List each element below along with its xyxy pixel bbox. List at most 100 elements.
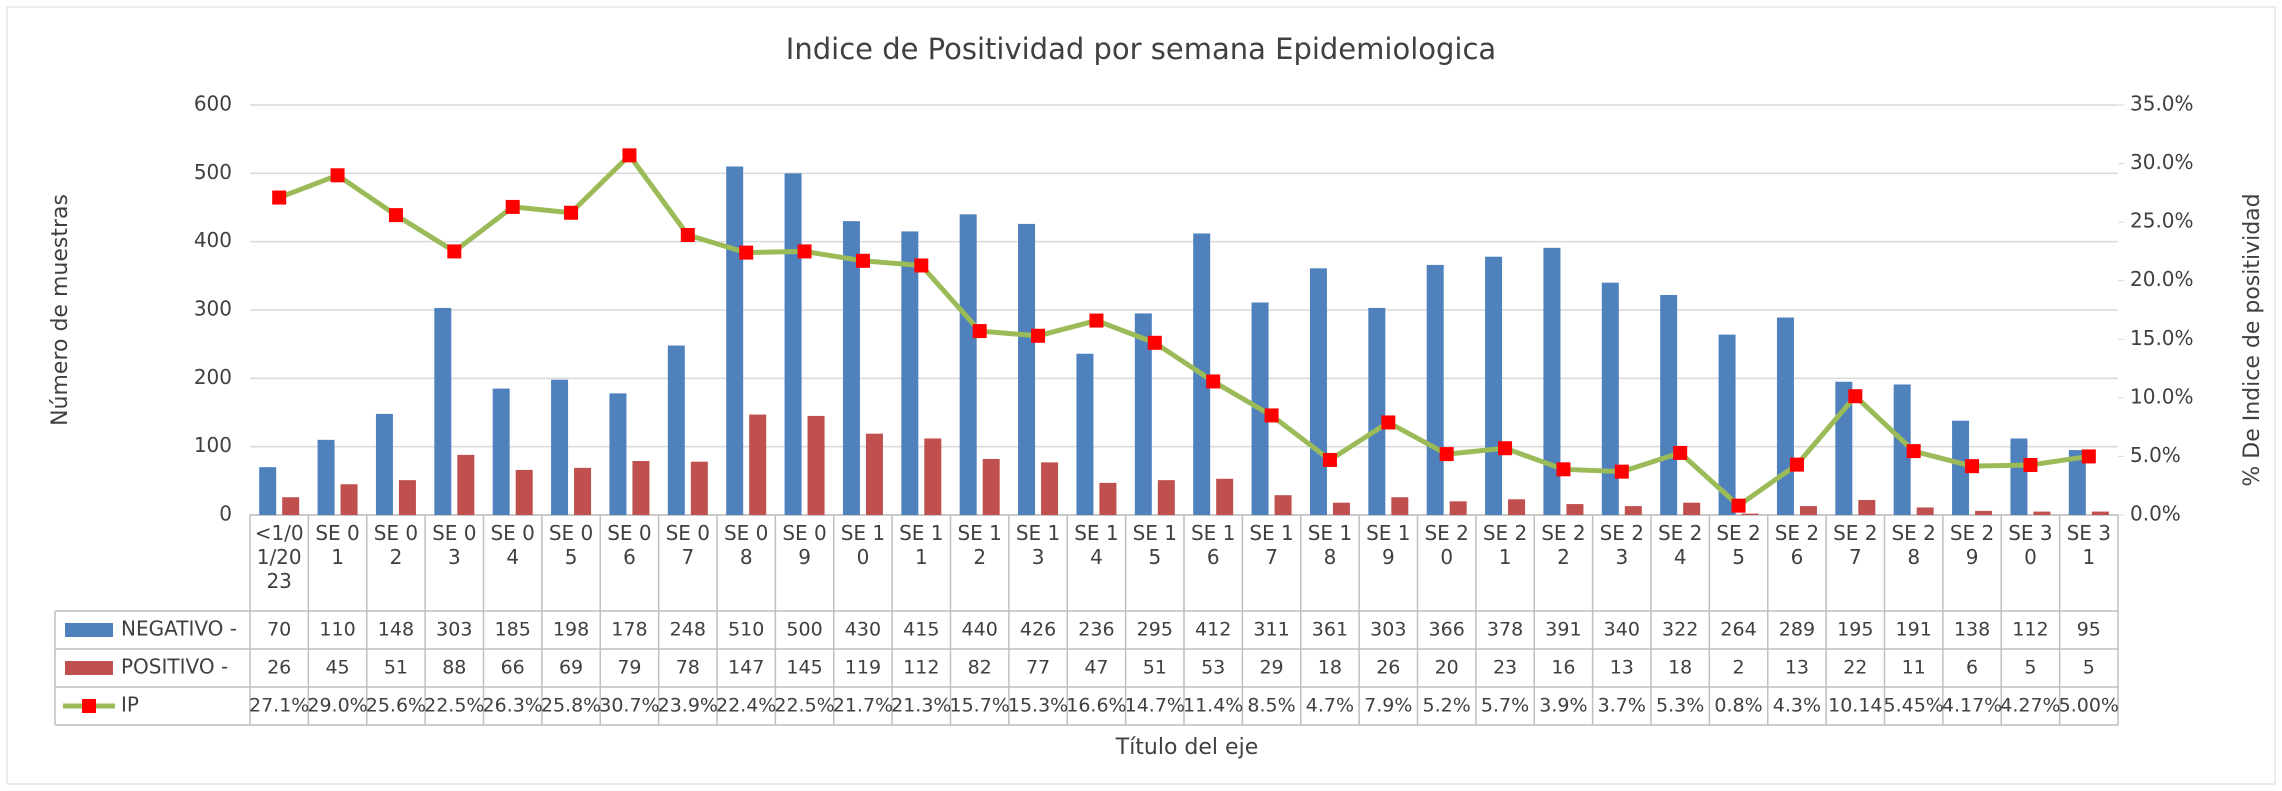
x-tick-label: SE 13 — [1015, 521, 1061, 569]
bar — [1099, 482, 1117, 515]
table-value: 7.9% — [1364, 695, 1412, 717]
marker — [1381, 415, 1396, 430]
table-value: 4.27% — [2000, 695, 2060, 717]
bar — [1952, 420, 1970, 515]
table-value: 248 — [670, 619, 706, 641]
bar — [632, 461, 650, 515]
x-tick-label: SE 10 — [840, 521, 886, 569]
marker — [1789, 457, 1804, 472]
marker — [2081, 449, 2096, 464]
table-value: 21.3% — [891, 695, 951, 717]
table-value: 119 — [845, 657, 881, 679]
x-tick-label: SE 28 — [1891, 521, 1936, 569]
table-value: 4.17% — [1942, 695, 2002, 717]
bar — [2033, 511, 2051, 515]
table-value: 5.3% — [1656, 695, 1704, 717]
bar — [865, 433, 883, 515]
table-value: 6 — [1966, 657, 1978, 679]
x-axis-title: Título del eje — [1115, 735, 1258, 760]
x-tick-label: SE 09 — [782, 521, 827, 569]
y2-tick-label: 30.0% — [2130, 150, 2194, 174]
table-value: 78 — [676, 657, 700, 679]
marker — [1906, 444, 1921, 459]
table-value: 4.7% — [1306, 695, 1354, 717]
chart-title: Indice de Positividad por semana Epidemi… — [786, 32, 1496, 66]
marker — [1089, 313, 1104, 328]
x-tick-label: SE 19 — [1366, 521, 1411, 569]
table-value: 322 — [1662, 619, 1698, 641]
table-value: 51 — [384, 657, 408, 679]
bar — [551, 379, 569, 515]
table-value: 426 — [1020, 619, 1056, 641]
marker — [972, 324, 987, 339]
table-value: 195 — [1837, 619, 1873, 641]
bar — [1449, 501, 1467, 515]
marker — [330, 168, 345, 183]
bar — [574, 467, 592, 515]
table-value: 14.7% — [1125, 695, 1185, 717]
x-tick-label: SE 17 — [1249, 521, 1294, 569]
y2-tick-label: 20.0% — [2130, 267, 2194, 291]
bar — [1134, 313, 1152, 515]
bar — [1332, 502, 1350, 515]
table-value: 22.5% — [774, 695, 834, 717]
x-tick-label: SE 21 — [1482, 521, 1528, 569]
table-value: 22.4% — [716, 695, 776, 717]
table-value: 185 — [495, 619, 531, 641]
marker — [505, 199, 520, 214]
bar — [1799, 506, 1817, 515]
table-value: 25.8% — [541, 695, 601, 717]
table-value: 16 — [1551, 657, 1575, 679]
bar — [1041, 462, 1059, 515]
bar — [1216, 478, 1234, 515]
y-tick-label: 500 — [194, 160, 232, 184]
y2-tick-label: 0.0% — [2130, 502, 2181, 526]
bar — [924, 438, 942, 515]
marker — [1498, 441, 1513, 456]
bar — [690, 461, 708, 515]
marker — [739, 245, 754, 260]
table-value: 198 — [553, 619, 589, 641]
table-value: 236 — [1078, 619, 1114, 641]
bar — [1683, 502, 1701, 515]
bar — [2010, 438, 2028, 515]
table-value: 148 — [378, 619, 414, 641]
bar — [842, 221, 860, 515]
table-value: 5.45% — [1884, 695, 1944, 717]
table-value: 22.5% — [424, 695, 484, 717]
bar — [1566, 504, 1584, 515]
chart-border — [6, 6, 2276, 785]
table-value: 10.14 — [1828, 695, 1882, 717]
marker — [1556, 462, 1571, 477]
y-axis-title: Número de muestras — [48, 194, 73, 426]
y-tick-label: 300 — [194, 297, 232, 321]
bar — [1624, 506, 1642, 515]
marker — [2023, 457, 2038, 472]
bar — [1543, 247, 1561, 516]
table-value: 430 — [845, 619, 881, 641]
x-tick-label: SE 15 — [1132, 521, 1178, 569]
bar — [749, 414, 767, 515]
x-tick-label: SE 01 — [315, 521, 360, 569]
table-value: 21.7% — [833, 695, 893, 717]
bar — [901, 231, 919, 515]
table-value: 147 — [728, 657, 764, 679]
bar — [959, 214, 977, 516]
table-value: 13 — [1785, 657, 1809, 679]
bar — [1508, 499, 1526, 515]
table-value: 303 — [436, 619, 472, 641]
bar — [609, 393, 627, 515]
x-tick-label: SE 27 — [1833, 521, 1878, 569]
table-value: 70 — [267, 619, 291, 641]
table-value: 26 — [267, 657, 291, 679]
x-tick-label: SE 26 — [1774, 521, 1820, 569]
y-tick-label: 100 — [194, 433, 232, 457]
table-value: 26 — [1376, 657, 1400, 679]
legend-label: IP — [121, 693, 139, 717]
bar — [1660, 294, 1678, 515]
bar — [1426, 264, 1444, 515]
x-tick-label: SE 03 — [432, 521, 477, 569]
table-value: 25.6% — [366, 695, 426, 717]
table-value: 0.8% — [1714, 695, 1762, 717]
